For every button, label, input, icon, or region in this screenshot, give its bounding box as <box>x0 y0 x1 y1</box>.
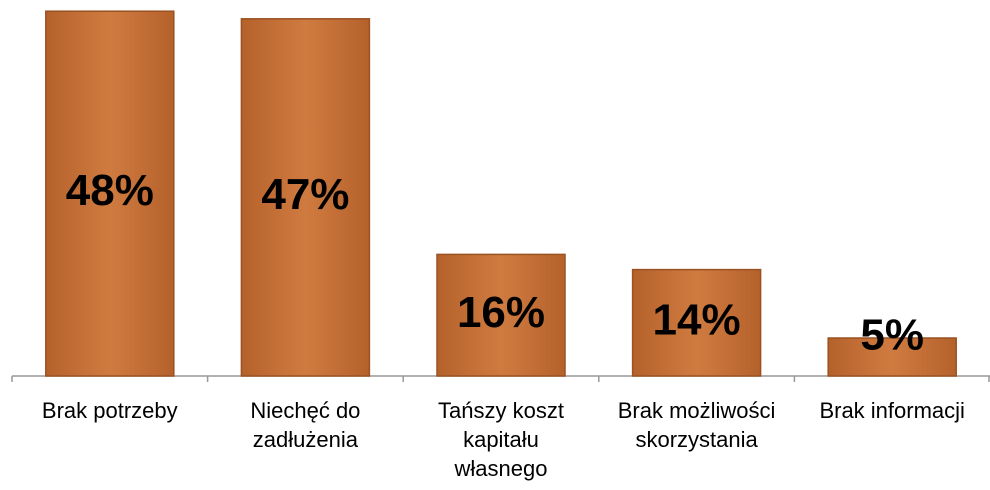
value-label: 47% <box>261 170 349 219</box>
value-label: 14% <box>653 295 741 344</box>
x-tick-label: Brak potrzeby <box>41 398 178 423</box>
bar <box>827 337 957 377</box>
x-tick-label: Brak możliwości skorzystania <box>617 398 776 452</box>
value-label: 5% <box>860 311 924 360</box>
x-tick-label: Niechęć do zadłużenia <box>250 398 361 452</box>
bar <box>240 18 371 377</box>
x-tick-label: Brak informacji <box>819 398 965 423</box>
bar <box>45 10 175 377</box>
value-label: 48% <box>66 166 154 215</box>
value-label: 16% <box>457 288 545 337</box>
bar <box>436 253 566 377</box>
x-tick-label: Tańszy koszt kapitału własnego <box>438 398 564 481</box>
bar <box>631 268 762 377</box>
